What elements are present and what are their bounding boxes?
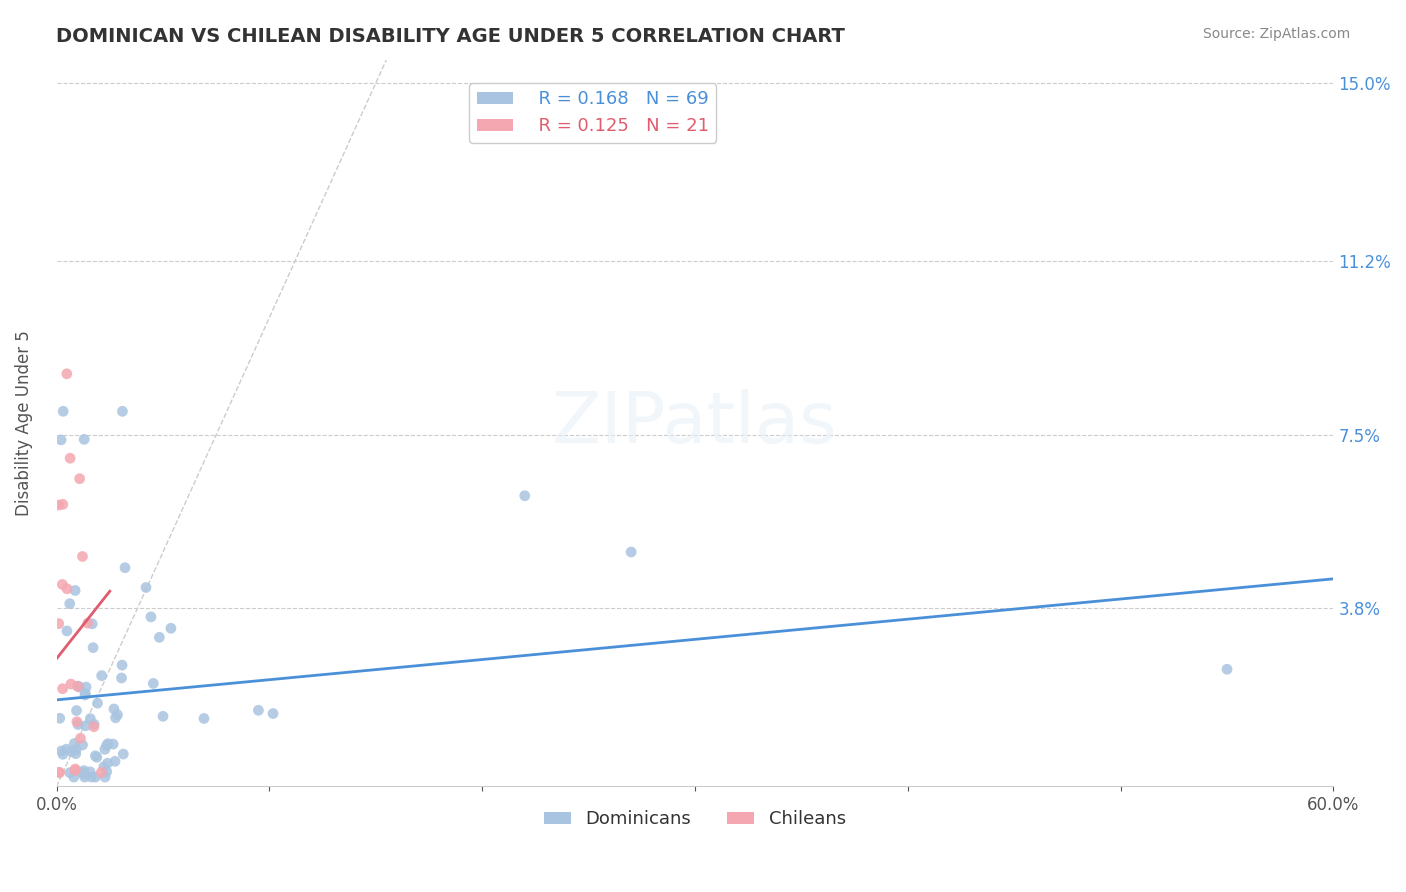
Point xyxy=(65,747,87,761)
Point xyxy=(104,755,127,769)
Point xyxy=(84,748,107,763)
Point xyxy=(59,597,82,611)
Point xyxy=(94,770,117,784)
Point xyxy=(135,581,157,595)
Point xyxy=(75,680,97,694)
Point xyxy=(48,765,70,780)
Point xyxy=(80,770,103,784)
Point xyxy=(139,610,162,624)
Point xyxy=(56,624,79,638)
Point xyxy=(72,549,94,564)
Point xyxy=(56,582,79,596)
Point xyxy=(73,764,96,778)
Point xyxy=(96,764,118,779)
Point xyxy=(193,711,215,725)
Point xyxy=(1216,662,1239,676)
Point xyxy=(65,764,87,778)
Y-axis label: Disability Age Under 5: Disability Age Under 5 xyxy=(15,330,32,516)
Point xyxy=(48,616,70,631)
Point xyxy=(103,702,125,716)
Point xyxy=(56,367,79,381)
Point xyxy=(73,433,96,447)
Point xyxy=(83,717,105,731)
Point xyxy=(152,709,174,723)
Point xyxy=(84,770,107,784)
Point xyxy=(76,616,98,631)
Point xyxy=(52,404,75,418)
Point xyxy=(111,658,134,673)
Point xyxy=(93,760,115,774)
Point xyxy=(104,711,127,725)
Point xyxy=(96,756,118,771)
Point xyxy=(262,706,284,721)
Point xyxy=(247,703,270,717)
Point xyxy=(142,676,165,690)
Point xyxy=(67,717,90,731)
Point xyxy=(65,762,87,776)
Point xyxy=(148,631,170,645)
Point xyxy=(513,489,536,503)
Point xyxy=(112,747,135,761)
Point xyxy=(111,404,134,418)
Point xyxy=(52,681,75,696)
Point xyxy=(82,616,104,631)
Point xyxy=(86,750,108,764)
Point xyxy=(72,738,94,752)
Point xyxy=(107,707,129,722)
Point xyxy=(59,765,82,780)
Point xyxy=(59,677,82,691)
Point xyxy=(82,640,104,655)
Point xyxy=(69,731,91,746)
Text: DOMINICAN VS CHILEAN DISABILITY AGE UNDER 5 CORRELATION CHART: DOMINICAN VS CHILEAN DISABILITY AGE UNDE… xyxy=(56,27,845,45)
Point xyxy=(97,737,120,751)
Point xyxy=(48,498,70,512)
Point xyxy=(79,764,101,779)
Point xyxy=(52,747,75,762)
Point xyxy=(55,742,77,756)
Point xyxy=(73,688,96,702)
Legend: Dominicans, Chileans: Dominicans, Chileans xyxy=(537,803,853,836)
Point xyxy=(83,720,105,734)
Point xyxy=(110,671,132,685)
Point xyxy=(69,472,91,486)
Point xyxy=(66,680,89,694)
Point xyxy=(101,737,124,751)
Point xyxy=(69,680,91,694)
Point xyxy=(73,767,96,781)
Point xyxy=(94,742,117,756)
Point xyxy=(620,545,643,559)
Point xyxy=(49,433,72,447)
Point xyxy=(70,765,93,780)
Point xyxy=(90,765,112,780)
Point xyxy=(60,745,83,759)
Point xyxy=(63,583,86,598)
Point xyxy=(90,668,112,682)
Point xyxy=(65,704,87,718)
Point xyxy=(48,765,70,780)
Point xyxy=(63,770,86,784)
Point xyxy=(79,712,101,726)
Point xyxy=(73,770,96,784)
Point xyxy=(59,451,82,466)
Text: Source: ZipAtlas.com: Source: ZipAtlas.com xyxy=(1202,27,1350,41)
Point xyxy=(67,679,90,693)
Point xyxy=(63,737,86,751)
Point xyxy=(160,621,183,635)
Point xyxy=(51,744,73,758)
Point xyxy=(66,714,89,729)
Point xyxy=(86,696,108,710)
Text: ZIPatlas: ZIPatlas xyxy=(553,389,838,458)
Point xyxy=(75,719,97,733)
Point xyxy=(114,560,136,574)
Point xyxy=(52,497,75,511)
Point xyxy=(48,711,70,725)
Point xyxy=(65,742,87,756)
Point xyxy=(75,687,97,701)
Point xyxy=(51,577,73,591)
Point xyxy=(96,739,118,753)
